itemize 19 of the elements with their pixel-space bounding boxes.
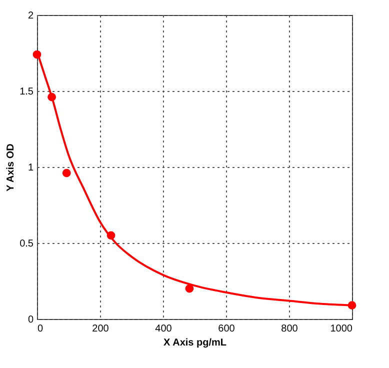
y-tick-label: 1.5: [20, 86, 34, 98]
y-tick-label: 2: [28, 10, 34, 22]
y-tick-label: 0.5: [20, 238, 34, 250]
point: [185, 284, 194, 293]
y-tick-label: 1: [28, 162, 34, 174]
y-tick-label: 0: [28, 314, 34, 326]
x-tick-label: 800: [281, 324, 298, 334]
point: [348, 301, 356, 310]
point: [32, 50, 42, 59]
point: [62, 168, 71, 178]
point: [106, 231, 116, 240]
point: [48, 92, 56, 102]
y-axis-title: Y Axis OD: [6, 144, 17, 192]
x-tick-label: 200: [92, 324, 110, 334]
x-tick-label: 0: [38, 324, 44, 334]
x-tick-label: 600: [218, 324, 236, 334]
x-axis-title: X Axis pg/mL: [164, 338, 226, 348]
x-tick-label: 1000: [330, 324, 353, 334]
x-tick-label: 400: [155, 324, 172, 334]
